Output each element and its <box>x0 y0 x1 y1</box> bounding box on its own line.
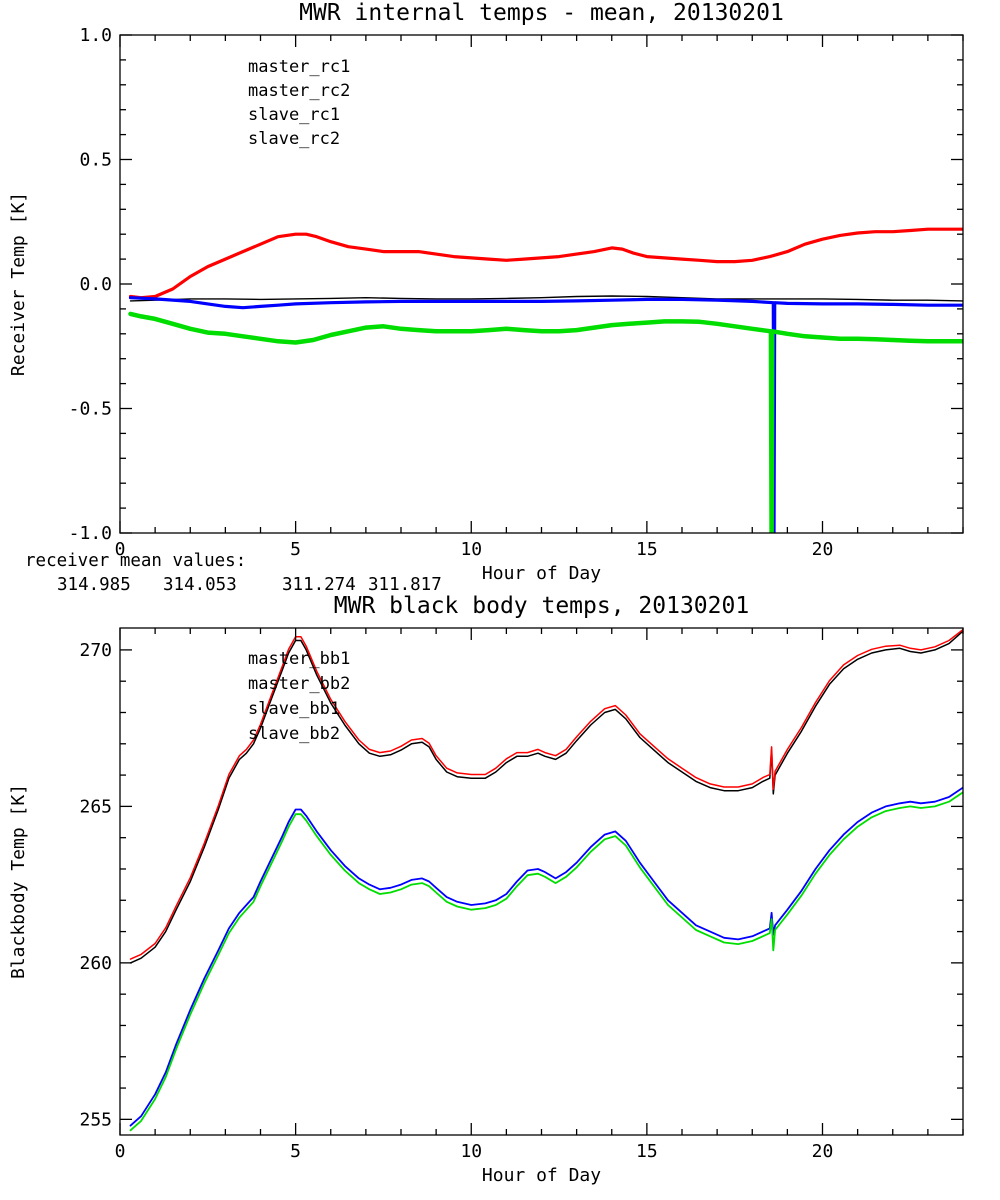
blackbody-y-tick-label: 255 <box>79 1109 112 1130</box>
receiver-y-tick-label: 1.0 <box>79 25 112 46</box>
blackbody-series-group <box>129 628 963 1132</box>
receiver-x-tick-label: 20 <box>812 539 834 560</box>
series-slave_bb1 <box>129 786 963 1127</box>
receiver-x-tick-label: 0 <box>115 539 126 560</box>
receiver-x-tick-label: 5 <box>290 539 301 560</box>
receiver-y-axis-label: Receiver Temp [K] <box>8 192 29 376</box>
blackbody-x-tick-label: 10 <box>460 1141 482 1162</box>
blackbody-y-axis-label: Blackbody Temp [K] <box>8 784 29 979</box>
legend-entry-slave_bb2: slave_bb2 <box>248 724 340 744</box>
receiver-mean-values-label: receiver mean values: <box>25 551 246 571</box>
receiver-chart-title: MWR internal temps - mean, 20130201 <box>299 0 784 26</box>
blackbody-x-axis-label: Hour of Day <box>482 1165 601 1186</box>
legend-entry-master_bb2: master_bb2 <box>248 674 350 694</box>
receiver-mean-master_rc1: 314.985 <box>57 575 131 595</box>
blackbody-x-tick-label: 15 <box>636 1141 658 1162</box>
series-master_rc1 <box>129 295 963 302</box>
receiver-x-tick-label: 15 <box>636 539 658 560</box>
legend-entry-master_rc1: master_rc1 <box>248 57 350 77</box>
series-slave_rc2 <box>128 311 963 533</box>
legend-entry-slave_bb1: slave_bb1 <box>248 699 340 719</box>
blackbody-x-tick-label: 0 <box>115 1141 126 1162</box>
receiver-mean-slave_rc1: 311.274 <box>282 575 356 595</box>
blackbody-x-tick-label: 5 <box>290 1141 301 1162</box>
series-slave_bb2 <box>129 791 963 1132</box>
receiver-chart: 0 5 10 15 20 -1.0 -0.5 0.0 0.5 1.0 <box>69 25 964 560</box>
series-master_bb1 <box>129 630 963 964</box>
blackbody-y-tick-label: 265 <box>79 796 112 817</box>
blackbody-ticks <box>119 628 964 1135</box>
blackbody-y-tick-label: 270 <box>79 640 112 661</box>
series-master_rc2 <box>128 227 963 300</box>
series-slave_rc1 <box>128 296 963 533</box>
legend-entry-slave_rc1: slave_rc1 <box>248 105 340 125</box>
receiver-x-axis-label: Hour of Day <box>482 563 601 584</box>
receiver-x-tick-label: 10 <box>460 539 482 560</box>
receiver-y-tick-label: -1.0 <box>69 523 112 544</box>
receiver-y-tick-label: 0.5 <box>79 150 112 171</box>
blackbody-axes-box <box>119 627 964 1136</box>
receiver-y-tick-label: 0.0 <box>79 274 112 295</box>
legend-entry-master_bb1: master_bb1 <box>248 649 350 669</box>
series-master_bb2 <box>129 628 963 960</box>
receiver-series-group <box>128 227 963 533</box>
blackbody-x-tick-label: 20 <box>812 1141 834 1162</box>
receiver-mean-master_rc2: 314.053 <box>163 575 237 595</box>
blackbody-chart: 0 5 10 15 20 255 260 265 270 <box>79 627 964 1162</box>
legend-entry-slave_rc2: slave_rc2 <box>248 129 340 149</box>
receiver-y-tick-label: -0.5 <box>69 399 112 420</box>
receiver-ticks <box>119 34 964 534</box>
receiver-mean-slave_rc2: 311.817 <box>368 575 442 595</box>
receiver-axes-box <box>119 34 964 534</box>
blackbody-chart-title: MWR black body temps, 20130201 <box>334 593 749 619</box>
legend-entry-master_rc2: master_rc2 <box>248 81 350 101</box>
blackbody-y-tick-label: 260 <box>79 953 112 974</box>
